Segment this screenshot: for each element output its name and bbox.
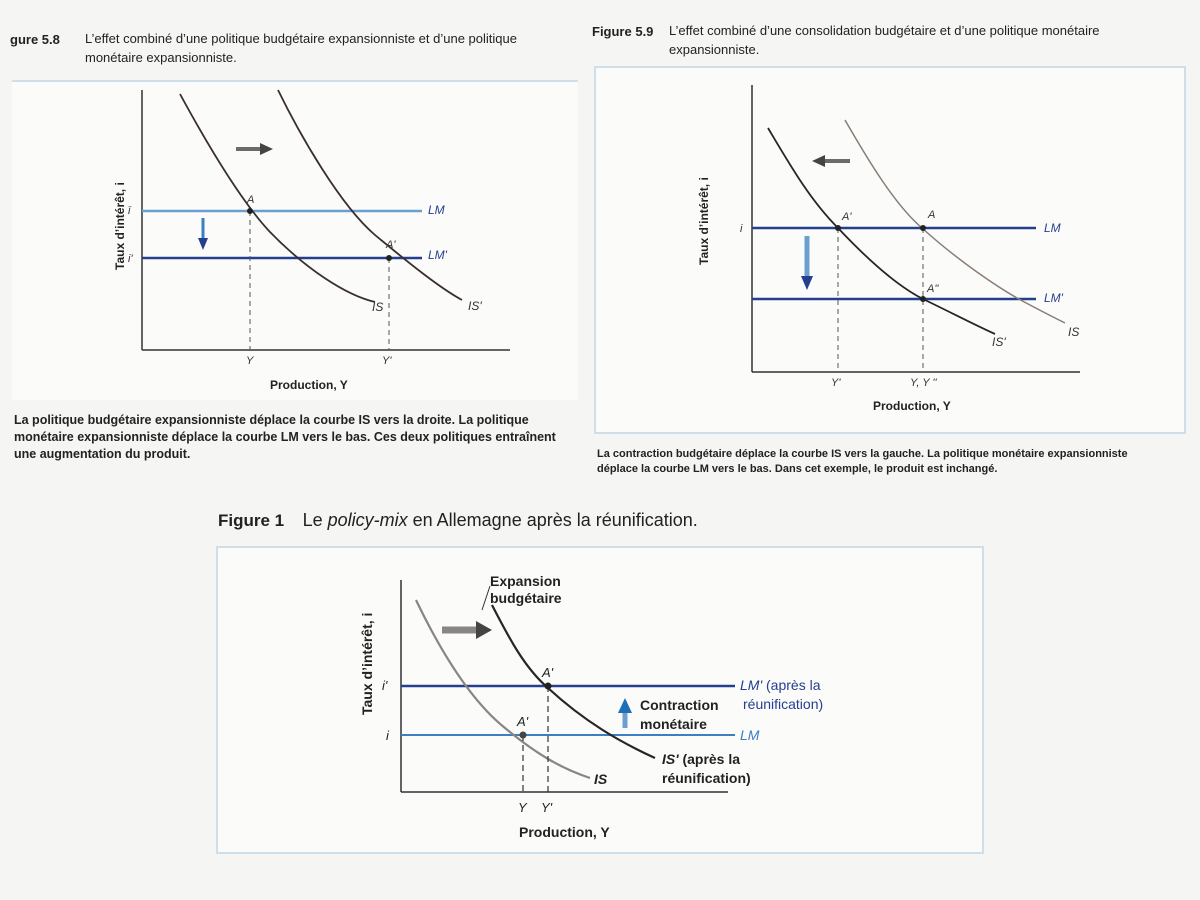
fig1-is-label: IS (594, 771, 608, 787)
fig1-expansion-1: Expansion (490, 573, 561, 589)
fig58-lm-label: LM (428, 203, 445, 217)
fig1-is-curve (415, 599, 591, 780)
fig58-is-curve (179, 93, 376, 303)
fig59-is2-curve (767, 127, 996, 335)
fig58-is2-curve (277, 89, 463, 301)
fig59-tick-y-ysec: Y, Y '' (910, 377, 938, 389)
fig1-xlabel: Production, Y (519, 824, 610, 840)
fig59-point-a2-label: A' (841, 211, 852, 223)
fig1-number: Figure 1 (218, 511, 285, 530)
fig1-tick-i: i (386, 728, 390, 743)
fig1-right-arrow (442, 621, 492, 639)
fig1-title-ital: policy-mix (327, 510, 408, 530)
fig58-caption-2: monétaire expansionniste déplace la cour… (14, 430, 556, 444)
fig58-tick-y: Y (246, 355, 254, 367)
fig1-tick-yprime: Y' (541, 800, 553, 815)
fig58-panel (12, 80, 578, 400)
fig58-lm2-label: LM' (428, 248, 448, 262)
fig58-is-label: IS (372, 300, 383, 314)
fig1-point-a2 (544, 682, 552, 690)
fig1-point-a-label: A' (516, 714, 529, 729)
fig59-title-1: L’effet combiné d’une consolidation budg… (669, 23, 1100, 38)
fig1-contraction-2: monétaire (640, 716, 707, 732)
fig59-tick-i: i (740, 223, 743, 235)
fig58-caption-1: La politique budgétaire expansionniste d… (14, 413, 529, 427)
fig58-right-arrow (236, 143, 273, 155)
fig59-point-a (920, 225, 926, 231)
fig58-point-a (247, 208, 253, 214)
fig59-title-2: expansionniste. (669, 42, 760, 57)
fig1-tick-iprime: i' (382, 678, 388, 693)
fig58-caption-3: une augmentation du produit. (14, 447, 191, 461)
fig59-left-arrow (812, 155, 850, 167)
fig58-down-arrow (198, 218, 208, 250)
fig59-caption-1: La contraction budgétaire déplace la cou… (597, 448, 1128, 460)
fig1-lm2-label-2: réunification) (743, 696, 823, 712)
fig1-point-a (519, 731, 527, 739)
fig1-chart: Taux d’intérêt, i Production, Y i' i Y Y… (359, 573, 823, 840)
fig1-tick-y: Y (518, 800, 528, 815)
fig59-point-a3 (920, 296, 926, 302)
fig1-point-a2-label: A' (541, 665, 554, 680)
fig58-chart: Taux d’intérêt, i Production, Y ī i' Y Y… (113, 89, 510, 392)
fig59-is-label: IS (1068, 325, 1079, 339)
fig58-number: gure 5.8 (10, 32, 60, 47)
fig59-number: Figure 5.9 (592, 24, 654, 39)
fig59-ylabel: Taux d’intérêt, i (697, 177, 711, 265)
fig1-expansion-2: budgétaire (490, 590, 562, 606)
fig1-title-post: en Allemagne après la réunification. (407, 510, 698, 530)
fig59-tick-yprime: Y' (831, 377, 841, 389)
fig59-is2-label: IS' (992, 335, 1006, 349)
fig59-lm-label: LM (1044, 221, 1061, 235)
fig1-lm2-label-1: LM' (après la (740, 677, 821, 693)
fig59-point-a-label: A (927, 209, 935, 221)
fig1-up-arrow (618, 698, 632, 728)
fig59-chart: Taux d’intérêt, i Production, Y i Y' Y, … (697, 85, 1080, 413)
fig1-ylabel: Taux d’intérêt, i (359, 613, 375, 715)
fig59-is-curve (844, 119, 1066, 324)
fig1-title: Le policy-mix en Allemagne après la réun… (303, 510, 698, 530)
fig59-caption: La contraction budgétaire déplace la cou… (597, 447, 1187, 477)
fig58-tick-iprime: i' (128, 253, 133, 265)
fig58-point-a-label: A (246, 194, 254, 206)
fig58-point-a2-label: A' (385, 239, 396, 251)
fig59-xlabel: Production, Y (873, 399, 951, 413)
fig1-expansion-leader (481, 585, 491, 611)
fig58-ylabel: Taux d’intérêt, i (113, 182, 127, 270)
fig59-down-arrow (801, 236, 813, 290)
fig1-is2-label-1: IS' (après la (662, 751, 740, 767)
fig58-tick-ibar: ī (128, 205, 132, 217)
fig59-point-a3-label: A'' (926, 283, 939, 295)
fig1-title-pre: Le (302, 510, 328, 530)
fig58-caption: La politique budgétaire expansionniste d… (14, 412, 584, 463)
fig59-caption-2: déplace la courbe LM vers le bas. Dans c… (597, 463, 998, 475)
fig1-contraction-1: Contraction (640, 697, 719, 713)
fig1-panel (216, 546, 984, 854)
fig58-title-2: monétaire expansionniste. (85, 50, 237, 65)
fig59-lm2-label: LM' (1044, 291, 1064, 305)
fig1-is2-label-2: réunification) (662, 770, 751, 786)
fig58-tick-yprime: Y' (382, 355, 392, 367)
fig59-point-a2 (835, 225, 841, 231)
fig58-is2-label: IS' (468, 299, 482, 313)
fig58-title-1: L’effet combiné d’une politique budgétai… (85, 31, 517, 46)
fig1-header: Figure 1 Le policy-mix en Allemagne aprè… (218, 510, 918, 531)
fig58-xlabel: Production, Y (270, 378, 348, 392)
fig1-lm2-rest: (après la (762, 677, 821, 693)
fig1-lm-label: LM (740, 727, 760, 743)
fig58-point-a2 (386, 255, 392, 261)
